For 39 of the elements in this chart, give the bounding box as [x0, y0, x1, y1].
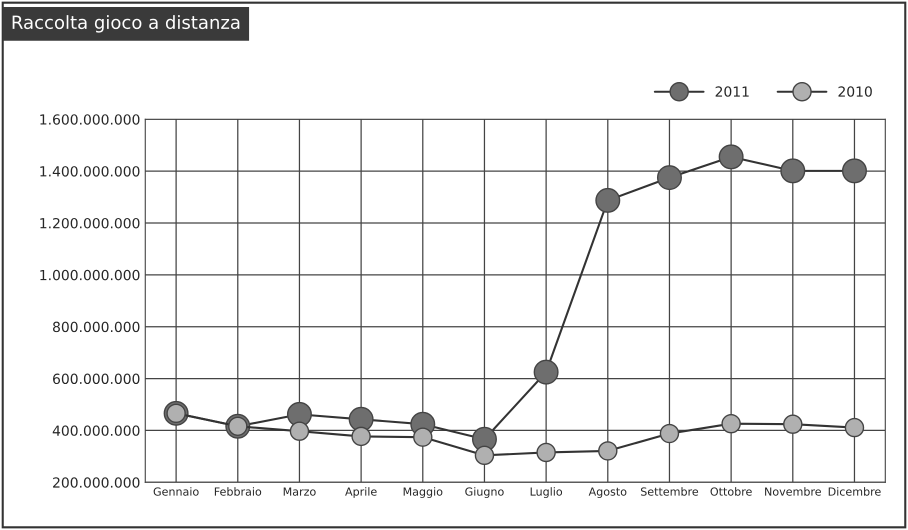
x-tick-label: Dicembre — [828, 487, 881, 496]
x-tick-label: Aprile — [345, 487, 377, 498]
point — [718, 144, 744, 170]
point — [290, 421, 310, 441]
y-tick-label: 1.600.000.000 — [40, 114, 140, 125]
x-tick-label: Agosto — [588, 488, 626, 498]
point — [780, 158, 806, 184]
x-tick-label: Maggio — [404, 487, 442, 498]
point — [351, 426, 371, 446]
chart-title: Raccolta gioco a distanza — [12, 15, 240, 33]
point — [656, 165, 682, 190]
point — [534, 360, 559, 385]
x-tick-label: Ottobre — [710, 487, 752, 496]
point — [598, 441, 618, 461]
point — [783, 414, 803, 434]
legend-label: 2011 — [716, 86, 749, 97]
point — [413, 427, 433, 447]
x-tick-label: Marzo — [284, 488, 316, 496]
point — [595, 188, 620, 213]
x-tick-label: Giugno — [465, 487, 504, 498]
y-tick-label: 600.000.000 — [53, 374, 140, 384]
y-tick-label: 1.200.000.000 — [40, 218, 140, 228]
y-tick-label: 400.000.000 — [52, 425, 140, 436]
point — [660, 424, 680, 444]
x-tick-label: Settembre — [640, 487, 698, 496]
y-tick-label: 800.000.000 — [53, 322, 140, 332]
x-tick-label: Febbraio — [214, 487, 262, 496]
legend-label: 2010 — [838, 86, 872, 97]
point — [474, 446, 494, 466]
x-tick-label: Novembre — [765, 487, 821, 496]
y-tick-label: 1.400.000.000 — [40, 166, 140, 177]
point — [721, 414, 741, 434]
x-tick-label: Luglio — [530, 487, 562, 498]
y-tick-label: 1.000.000.000 — [40, 270, 140, 280]
point — [536, 442, 556, 462]
point — [842, 158, 867, 184]
point — [844, 418, 864, 438]
x-tick-label: Gennaio — [154, 487, 199, 496]
y-tick-label: 200.000.000 — [53, 477, 140, 488]
